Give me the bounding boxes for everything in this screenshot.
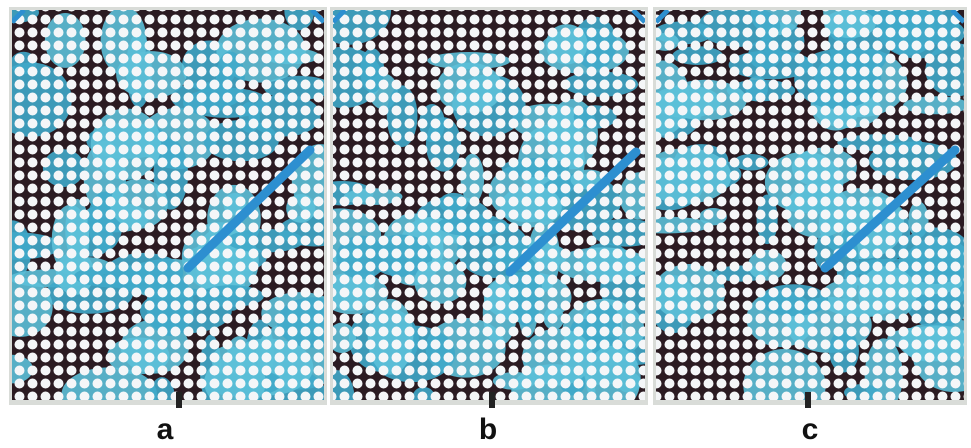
page: {"panels": [{"label": "a"}, {"label": "b… <box>0 0 971 448</box>
figure: a b c <box>0 0 971 448</box>
plate <box>0 0 350 428</box>
stand <box>489 392 495 408</box>
panel-label: a <box>157 413 174 446</box>
panel-label: c <box>802 413 819 446</box>
stand <box>176 392 182 408</box>
panel-label: b <box>479 413 497 446</box>
holes <box>12 10 324 400</box>
holes <box>656 10 964 400</box>
stand <box>805 392 811 408</box>
plate <box>621 0 971 422</box>
plate <box>299 0 672 425</box>
holes <box>333 10 645 400</box>
photo-panels <box>0 0 971 428</box>
